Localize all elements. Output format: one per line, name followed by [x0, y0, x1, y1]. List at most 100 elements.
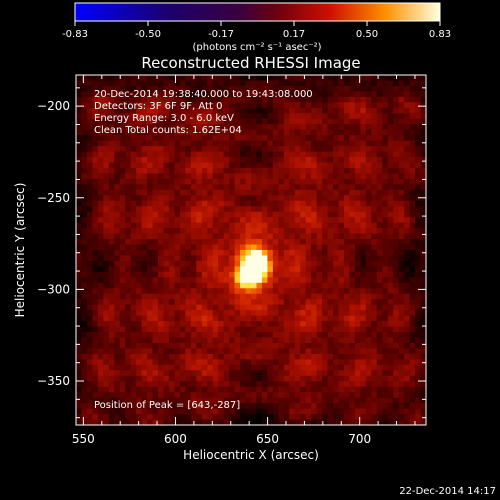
heatmap-cell	[327, 206, 334, 213]
heatmap-cell	[207, 184, 214, 191]
heatmap-cell	[283, 332, 290, 338]
heatmap-cell	[229, 266, 235, 273]
heatmap-cell	[300, 392, 307, 399]
heatmap-cell	[103, 414, 110, 420]
heatmap-cell	[185, 211, 192, 218]
heatmap-cell	[125, 173, 132, 180]
heatmap-cell	[212, 359, 219, 366]
heatmap-cell	[147, 244, 153, 251]
heatmap-cell	[420, 397, 426, 404]
heatmap-cell	[168, 271, 175, 278]
heatmap-cell	[311, 408, 318, 415]
heatmap-cell	[371, 157, 378, 163]
heatmap-cell	[338, 386, 345, 393]
heatmap-cell	[81, 135, 88, 142]
heatmap-cell	[354, 348, 361, 355]
heatmap-cell	[92, 228, 99, 234]
heatmap-cell	[376, 386, 383, 393]
heatmap-cell	[201, 167, 208, 174]
heatmap-cell	[103, 189, 110, 196]
heatmap-cell	[409, 217, 416, 224]
heatmap-cell	[360, 397, 367, 404]
heatmap-cell	[108, 364, 115, 371]
heatmap-cell	[76, 392, 82, 399]
heatmap-cell	[174, 337, 181, 344]
heatmap-cell	[179, 85, 186, 92]
heatmap-cell	[130, 189, 137, 196]
heatmap-cell	[179, 414, 186, 420]
heatmap-cell	[267, 151, 274, 158]
heatmap-cell	[81, 239, 88, 245]
heatmap-cell	[147, 102, 153, 109]
heatmap-cell	[108, 200, 115, 207]
heatmap-cell	[81, 397, 88, 404]
heatmap-cell	[283, 282, 290, 289]
heatmap-cell	[322, 370, 328, 377]
heatmap-cell	[114, 326, 121, 333]
heatmap-cell	[136, 408, 143, 415]
heatmap-cell	[103, 113, 110, 120]
heatmap-cell	[409, 102, 416, 109]
heatmap-cell	[103, 293, 110, 300]
heatmap-cell	[311, 397, 318, 404]
heatmap-cell	[420, 217, 426, 224]
heatmap-cell	[158, 293, 164, 300]
heatmap-cell	[322, 397, 328, 404]
heatmap-cell	[125, 364, 132, 371]
heatmap-cell	[223, 162, 230, 169]
heatmap-cell	[218, 135, 225, 142]
heatmap-cell	[152, 75, 159, 81]
heatmap-cell	[289, 195, 296, 202]
heatmap-cell	[404, 392, 410, 399]
heatmap-cell	[267, 124, 274, 131]
heatmap-cell	[234, 200, 241, 207]
heatmap-cell	[174, 102, 181, 109]
heatmap-cell	[289, 353, 296, 360]
heatmap-cell	[267, 157, 274, 163]
heatmap-cell	[371, 348, 378, 355]
heatmap-cell	[240, 135, 246, 142]
heatmap-cell	[360, 321, 367, 327]
heatmap-cell	[103, 211, 110, 218]
heatmap-cell	[141, 353, 148, 360]
heatmap-cell	[256, 381, 263, 388]
heatmap-cell	[158, 200, 164, 207]
heatmap-cell	[360, 129, 367, 136]
heatmap-cell	[196, 315, 203, 322]
heatmap-cell	[201, 195, 208, 202]
heatmap-cell	[272, 397, 279, 404]
heatmap-cell	[179, 419, 186, 425]
heatmap-cell	[305, 85, 312, 92]
heatmap-cell	[185, 353, 192, 360]
heatmap-cell	[387, 178, 394, 185]
heatmap-cell	[130, 239, 137, 245]
heatmap-cell	[272, 364, 279, 371]
heatmap-cell	[108, 342, 115, 349]
heatmap-cell	[289, 364, 296, 371]
heatmap-cell	[283, 408, 290, 415]
y-tick-label: −200	[37, 99, 70, 113]
heatmap-cell	[174, 167, 181, 174]
heatmap-cell	[365, 375, 372, 382]
heatmap-cell	[305, 157, 312, 163]
heatmap-cell	[179, 217, 186, 224]
heatmap-cell	[81, 244, 88, 251]
heatmap-cell	[114, 359, 121, 366]
heatmap-cell	[327, 217, 334, 224]
heatmap-cell	[376, 332, 383, 338]
heatmap-cell	[223, 348, 230, 355]
heatmap-cell	[305, 260, 312, 267]
heatmap-cell	[196, 151, 203, 158]
heatmap-cell	[333, 113, 339, 120]
heatmap-cell	[147, 299, 153, 306]
heatmap-cell	[168, 206, 175, 213]
heatmap-cell	[147, 239, 153, 245]
heatmap-cell	[179, 233, 186, 240]
heatmap-cell	[218, 397, 225, 404]
colorbar	[74, 2, 441, 22]
heatmap-cell	[382, 146, 389, 152]
heatmap-cell	[136, 403, 143, 409]
heatmap-cell	[338, 96, 345, 103]
heatmap-cell	[245, 271, 252, 278]
heatmap-cell	[393, 348, 400, 355]
